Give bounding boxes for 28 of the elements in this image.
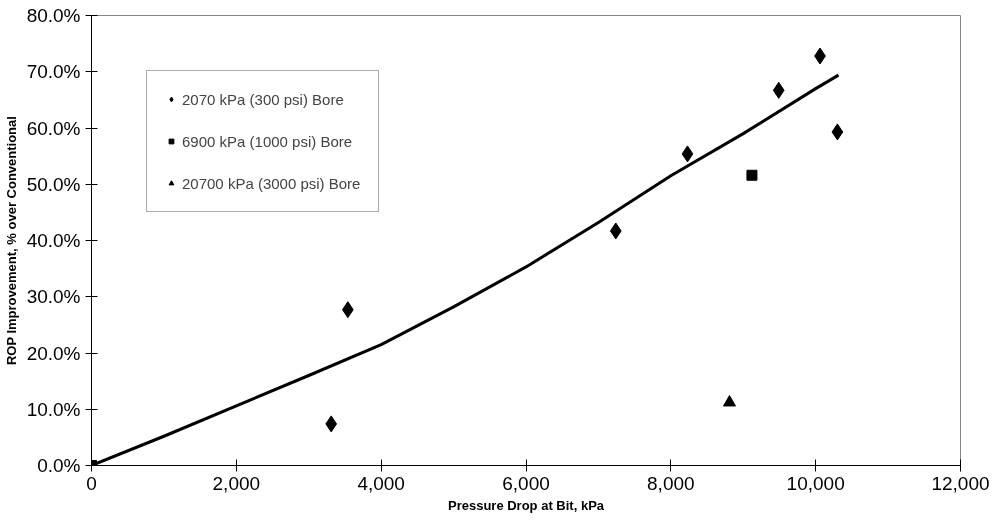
y-tick-label: 0.0% xyxy=(37,455,81,476)
x-tick-label: 10,000 xyxy=(786,472,845,494)
point xyxy=(609,222,622,240)
point xyxy=(681,145,694,163)
y-tick-label: 10.0% xyxy=(26,398,81,420)
y-tick-label: 60.0% xyxy=(26,117,81,139)
legend-label: 2070 kPa (300 psi) Bore xyxy=(182,90,344,108)
point xyxy=(722,395,736,407)
y-tick-label: 80.0% xyxy=(26,5,81,26)
x-tick-label: 2,000 xyxy=(212,472,261,494)
x-tick-label: 8,000 xyxy=(647,472,695,494)
legend-label: 6900 kPa (1000 psi) Bore xyxy=(182,132,353,150)
y-tick-label: 30.0% xyxy=(26,286,81,308)
point xyxy=(831,123,844,141)
point xyxy=(746,169,758,181)
x-tick-label: 4,000 xyxy=(357,472,405,494)
point xyxy=(772,81,785,99)
x-tick-label: 0 xyxy=(86,472,97,494)
y-tick-label: 50.0% xyxy=(26,173,81,195)
x-axis-title: Pressure Drop at Bit, kPa xyxy=(447,497,605,513)
x-tick-label: 6,000 xyxy=(502,472,550,494)
point xyxy=(325,415,338,433)
y-tick-label: 40.0% xyxy=(26,230,81,251)
y-axis-title: ROP Improvement, % over Conventional xyxy=(3,116,19,366)
y-tick-label: 70.0% xyxy=(26,61,81,83)
y-tick-label: 20.0% xyxy=(26,342,81,364)
x-tick-label: 12,000 xyxy=(931,472,990,494)
legend-label: 20700 kPa (3000 psi) Bore xyxy=(182,174,361,192)
